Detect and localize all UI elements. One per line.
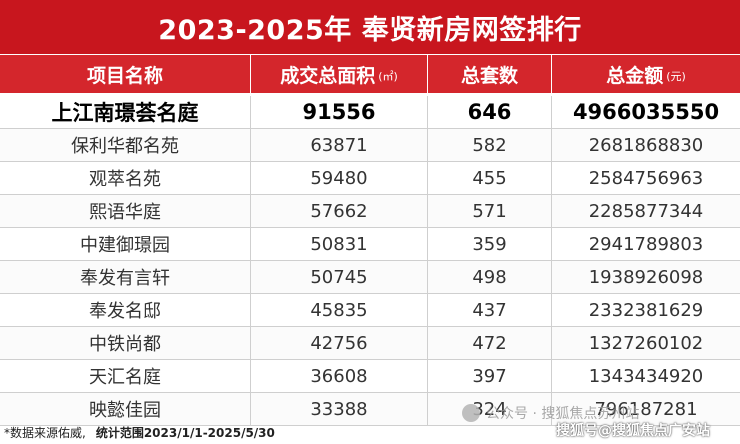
cell-units: 455 <box>427 162 551 194</box>
cell-amount: 2584756963 <box>551 162 740 194</box>
cell-project: 保利华都名苑 <box>71 136 179 157</box>
table-row: 保利华都名苑 63871 582 2681868830 <box>0 129 740 162</box>
cell-units: 498 <box>427 261 551 293</box>
footer-source: *数据来源佑威, <box>4 425 86 440</box>
table-row: 熙语华庭 57662 571 2285877344 <box>0 195 740 228</box>
cell-area: 42756 <box>250 327 427 359</box>
header-units: 总套数 <box>427 55 551 93</box>
cell-units: 646 <box>427 96 551 128</box>
cell-amount: 2681868830 <box>551 129 740 161</box>
cell-amount: 2941789803 <box>551 228 740 260</box>
cell-amount: 1938926098 <box>551 261 740 293</box>
cell-project: 中铁尚都 <box>89 334 161 355</box>
wechat-icon <box>462 404 480 422</box>
table-body: 上江南璟荟名庭 91556 646 4966035550 保利华都名苑 6387… <box>0 96 740 426</box>
table-title: 2023-2025年 奉贤新房网签排行 <box>0 0 740 54</box>
table-row: 中铁尚都 42756 472 1327260102 <box>0 327 740 360</box>
header-amount: 总金额 (元) <box>551 55 740 93</box>
header-area: 成交总面积 (㎡) <box>250 55 427 93</box>
cell-area: 63871 <box>250 129 427 161</box>
cell-area: 57662 <box>250 195 427 227</box>
cell-units: 359 <box>427 228 551 260</box>
footer-range: 统计范围2023/1/1-2025/5/30 <box>95 425 275 440</box>
cell-area: 45835 <box>250 294 427 326</box>
cell-units: 571 <box>427 195 551 227</box>
footer-note: *数据来源佑威, 统计范围2023/1/1-2025/5/30 <box>4 424 275 440</box>
cell-area: 50745 <box>250 261 427 293</box>
table-row: 奉发有言轩 50745 498 1938926098 <box>0 261 740 294</box>
header-amount-label: 总金额 <box>606 64 664 87</box>
cell-project: 奉发有言轩 <box>80 268 170 289</box>
cell-area: 50831 <box>250 228 427 260</box>
cell-amount: 1327260102 <box>551 327 740 359</box>
cell-area: 91556 <box>250 96 427 128</box>
header-area-label: 成交总面积 <box>280 64 376 87</box>
cell-project: 天汇名庭 <box>89 367 161 388</box>
table-row: 奉发名邸 45835 437 2332381629 <box>0 294 740 327</box>
watermark-text: 公众号 · 搜狐焦点苏州站 <box>486 406 640 422</box>
cell-project: 映懿佳园 <box>89 400 161 421</box>
cell-project: 观萃名苑 <box>89 169 161 190</box>
cell-units: 582 <box>427 129 551 161</box>
table-row: 观萃名苑 59480 455 2584756963 <box>0 162 740 195</box>
cell-amount: 2285877344 <box>551 195 740 227</box>
cell-units: 437 <box>427 294 551 326</box>
cell-project: 奉发名邸 <box>89 301 161 322</box>
cell-amount: 796187281 <box>551 393 740 425</box>
table-row: 上江南璟荟名庭 91556 646 4966035550 <box>0 96 740 129</box>
cell-project: 上江南璟荟名庭 <box>51 101 199 125</box>
cell-amount: 2332381629 <box>551 294 740 326</box>
cell-units: 397 <box>427 360 551 392</box>
cell-units: 324 <box>427 393 551 425</box>
cell-project: 熙语华庭 <box>89 202 161 223</box>
cell-amount: 4966035550 <box>551 96 740 128</box>
watermark: 公众号 · 搜狐焦点苏州站 <box>462 403 639 423</box>
cell-units: 472 <box>427 327 551 359</box>
cell-amount: 1343434920 <box>551 360 740 392</box>
cell-project: 中建御璟园 <box>80 235 170 256</box>
cell-area: 59480 <box>250 162 427 194</box>
header-amount-unit: (元) <box>666 70 686 83</box>
watermark-account: 搜狐号@搜狐焦点广安站 <box>556 423 710 439</box>
cell-area: 33388 <box>250 393 427 425</box>
table-row: 天汇名庭 36608 397 1343434920 <box>0 360 740 393</box>
table-header: 项目名称 成交总面积 (㎡) 总套数 总金额 (元) <box>0 55 740 93</box>
cell-area: 36608 <box>250 360 427 392</box>
header-area-unit: (㎡) <box>378 70 398 83</box>
header-project: 项目名称 <box>86 64 163 87</box>
table-row: 中建御璟园 50831 359 2941789803 <box>0 228 740 261</box>
table-row: 映懿佳园 33388 324 796187281 <box>0 393 740 426</box>
